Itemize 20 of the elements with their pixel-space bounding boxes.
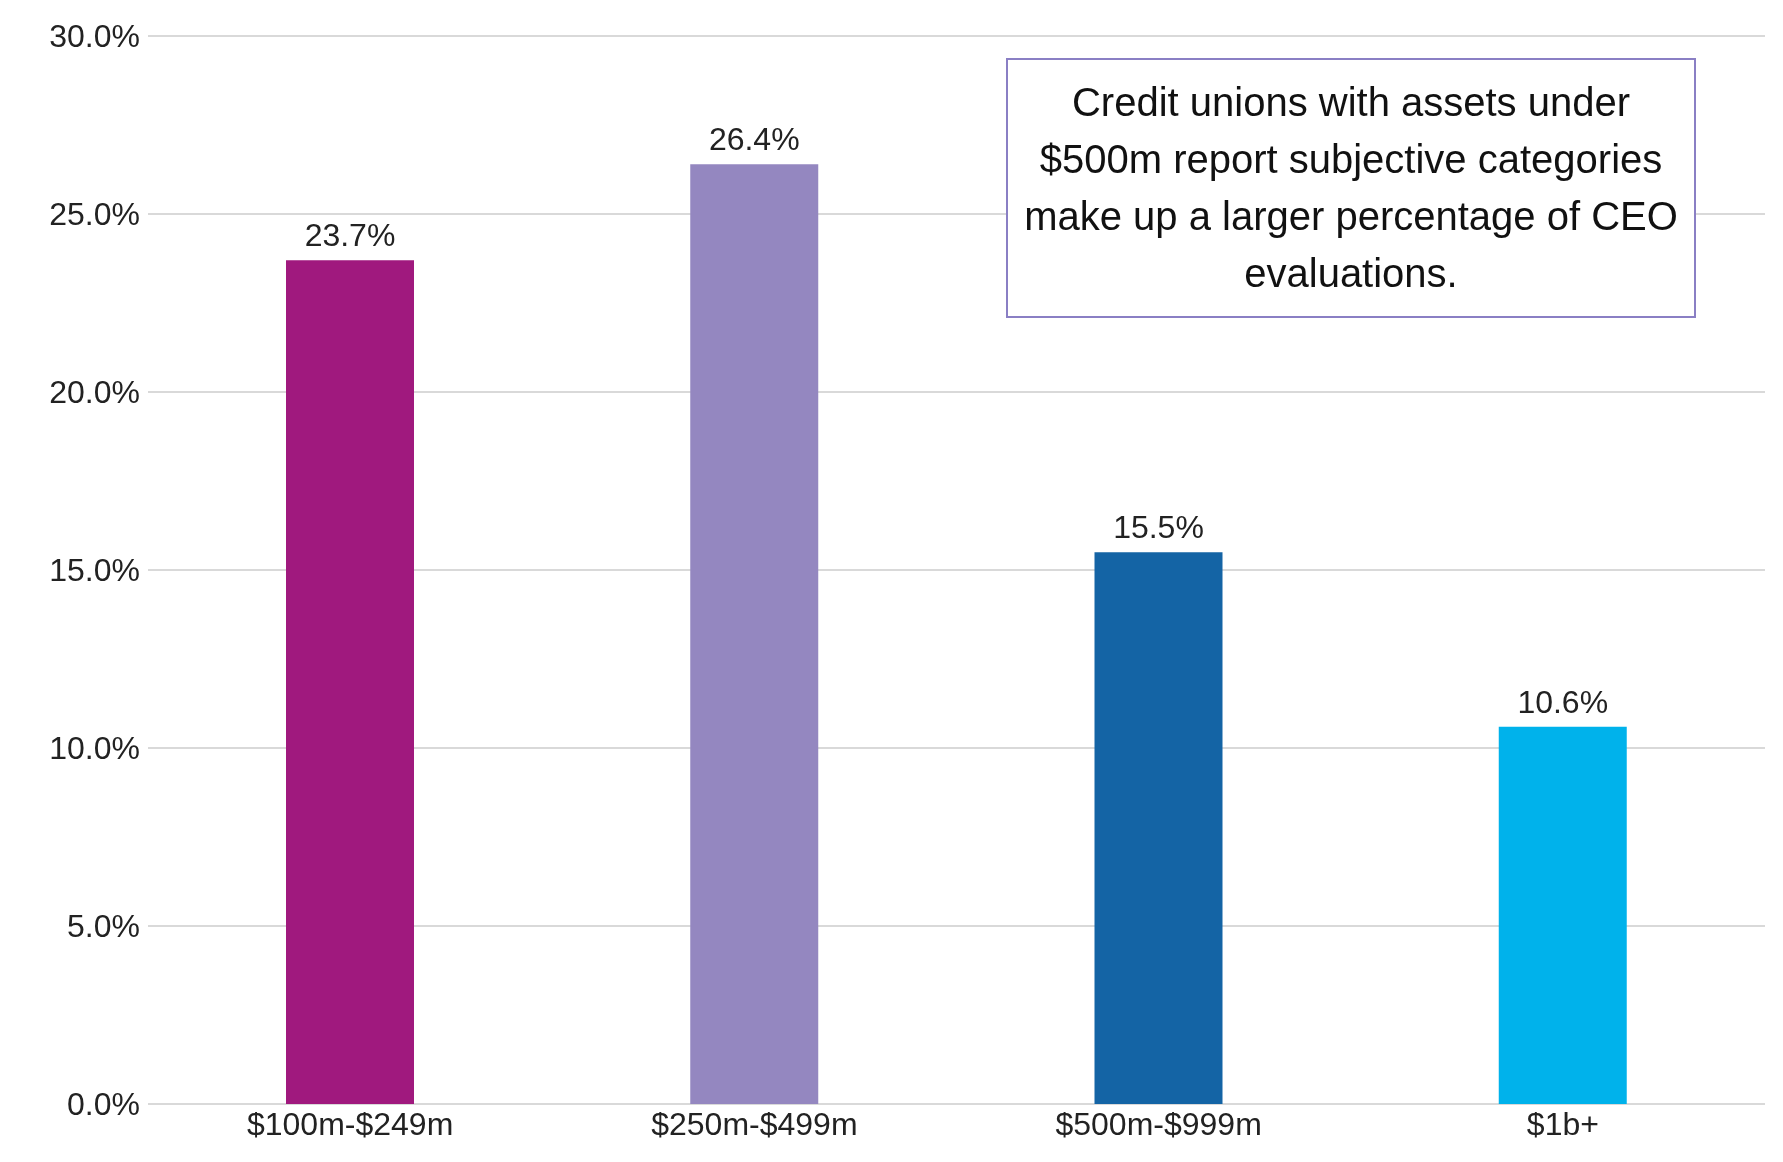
y-tick-label: 30.0% [49,18,140,55]
y-tick-label: 10.0% [49,730,140,767]
annotation: Credit unions with assets under $500m report subjective categories make up a larger percentage of CEO evaluations. [1006,58,1696,318]
x-tick-label: $100m-$249m [246,1105,454,1142]
data-label: 26.4% [708,121,800,158]
bar [690,164,819,1104]
y-tick-label: 15.0% [49,552,140,589]
bar [1498,726,1627,1104]
data-label: 23.7% [304,217,396,254]
y-tick-label: 0.0% [67,1086,140,1123]
x-tick-label: $250m-$499m [651,1105,858,1142]
data-label: 10.6% [1517,683,1609,720]
y-tick-label: 20.0% [49,374,140,411]
x-tick-label: $500m-$999m [1055,1105,1262,1142]
y-tick-label: 5.0% [67,908,140,945]
bar [1094,552,1223,1104]
x-tick-label: $1b+ [1526,1105,1599,1142]
y-tick-label: 25.0% [49,196,140,233]
bar [286,260,414,1104]
data-label: 15.5% [1113,509,1204,546]
